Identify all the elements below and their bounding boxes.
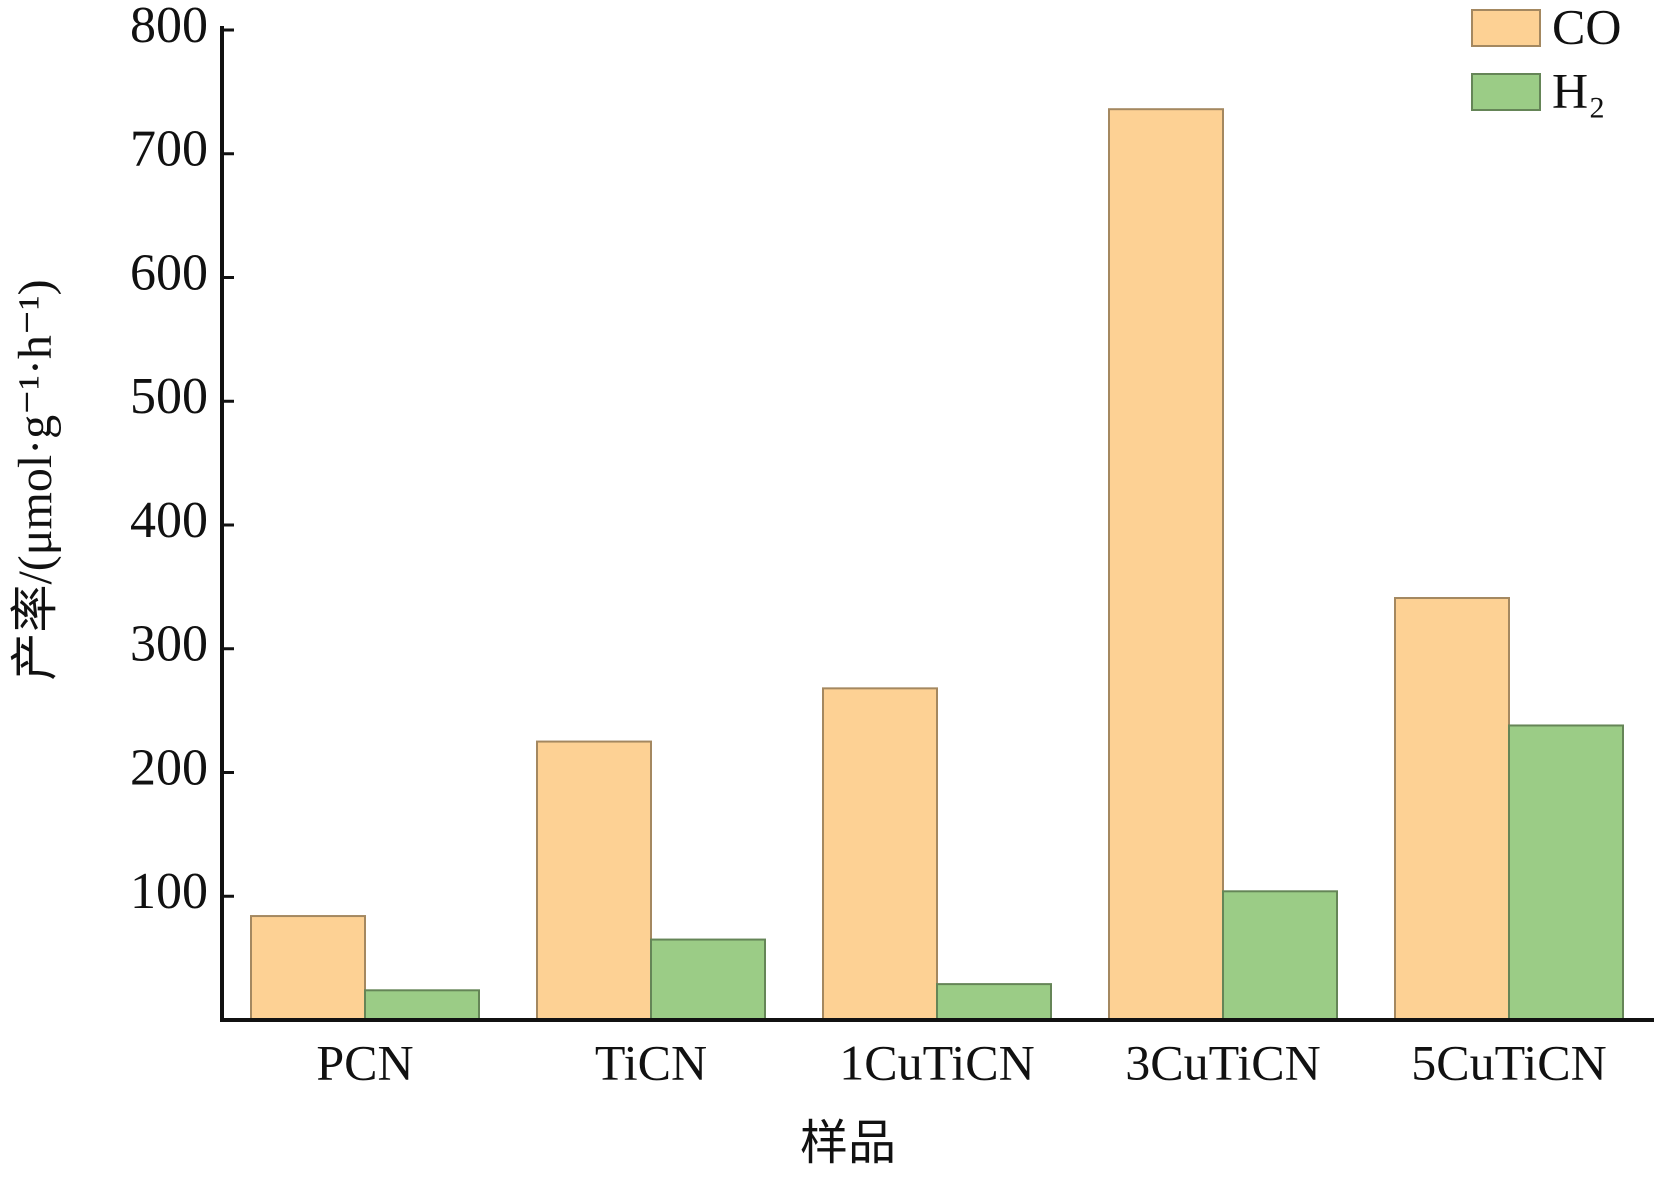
bar — [250, 915, 366, 1021]
bar — [364, 989, 480, 1021]
x-axis-label: 样品 — [800, 1117, 896, 1170]
y-tick-label: 300 — [130, 616, 208, 673]
bar — [536, 740, 652, 1021]
y-axis-label: 产率/(μmol·g⁻¹·h⁻¹) — [9, 279, 62, 680]
legend-swatch — [1471, 73, 1541, 111]
bar — [936, 983, 1052, 1021]
bar — [650, 938, 766, 1021]
bar — [822, 687, 938, 1021]
x-tick-label: 1CuTiCN — [839, 1034, 1034, 1090]
legend-label: H₂ — [1552, 62, 1606, 118]
y-tick-label: 400 — [130, 492, 208, 549]
y-tick-label: 600 — [130, 244, 208, 301]
bar — [1222, 890, 1338, 1021]
legend-swatch — [1471, 9, 1541, 47]
bar — [1394, 597, 1510, 1021]
x-tick-label: 5CuTiCN — [1411, 1034, 1606, 1090]
bar — [1508, 724, 1624, 1021]
y-tick-label: 200 — [130, 739, 208, 796]
y-tick-label: 100 — [130, 863, 208, 920]
y-tick-label: 800 — [130, 0, 208, 54]
x-tick-label: 3CuTiCN — [1125, 1034, 1320, 1090]
legend-label: CO — [1552, 0, 1621, 54]
x-tick-label: PCN — [316, 1034, 413, 1090]
y-tick-label: 500 — [130, 368, 208, 425]
y-tick-label: 700 — [130, 121, 208, 178]
x-tick-label: TiCN — [595, 1034, 707, 1090]
bar — [1108, 108, 1224, 1021]
